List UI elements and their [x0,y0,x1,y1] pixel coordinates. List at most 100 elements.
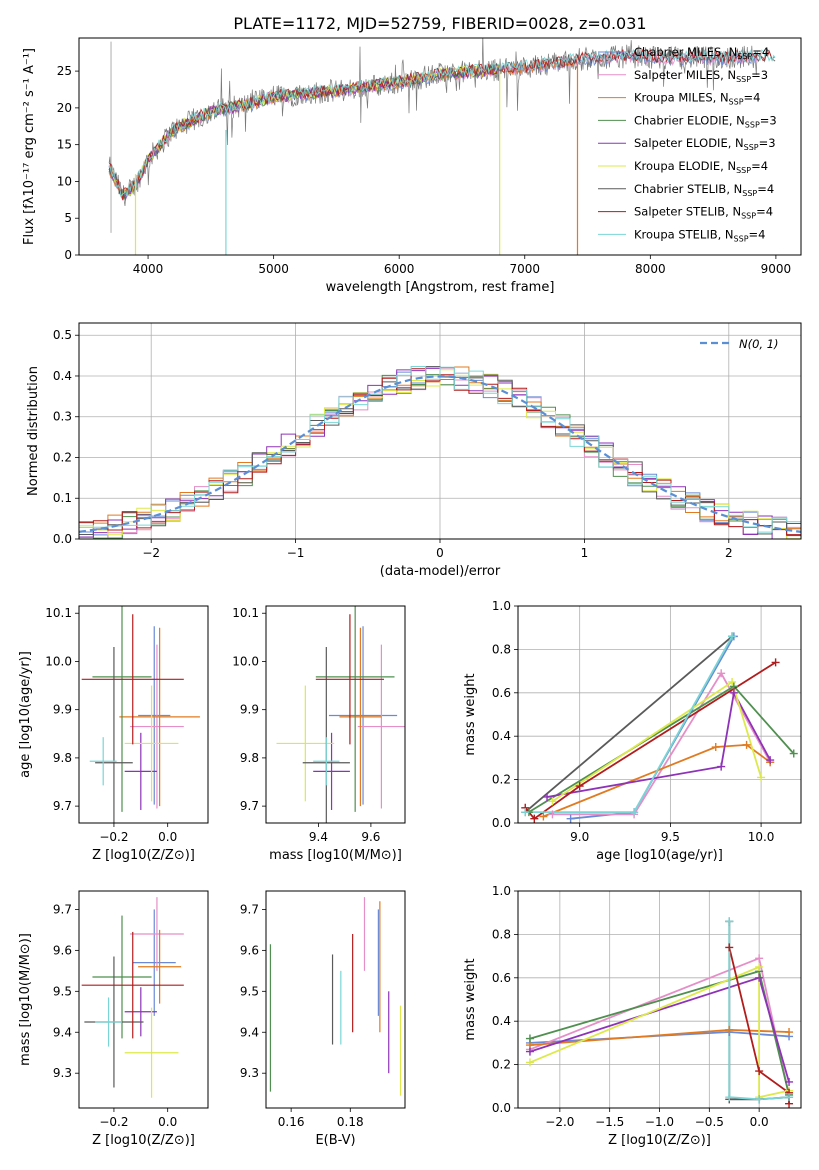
weight-marker-kroupa-stelib [728,632,737,641]
axes-mass_vs_ebv: 0.16 0.18 9.3 9.4 9.5 9.6 9.7 E(B-V) [240,890,406,1148]
y-tick-label: 0.2 [492,773,511,787]
x-tick-label: 0.18 [337,1115,364,1129]
y-tick-label: 0.2 [492,1058,511,1072]
x-tick-label: 0.16 [278,1115,305,1129]
y-tick-label: 1.0 [492,599,511,613]
weight-marker-salpeter-elodie [785,1077,794,1086]
weight-marker-kroupa-miles [742,740,751,749]
y-tick-label: 0.4 [492,1014,511,1028]
x-tick-label: 0 [436,546,444,560]
weight-marker-chabrier-elodie [789,749,798,758]
weight-line-chabrier-stelib [524,635,733,813]
y-tick-label: 0.4 [53,369,72,383]
legend-value: =3 [760,113,777,127]
x-tick-label: 9000 [761,262,792,276]
x-tick-label: 5000 [258,262,289,276]
x-tick-label: 9.5 [661,830,680,844]
y-tick-label: 1.0 [492,884,511,898]
weight-marker-salpeter-elodie [525,1047,534,1056]
y-tick-label: 9.9 [240,703,259,717]
y-tick-label: 10.1 [232,606,259,620]
weight-marker-salpeter-stelib [771,658,780,667]
weight-line-kroupa-stelib [728,921,790,1101]
y-tick-label: 9.3 [53,1066,72,1080]
x-axis-label: wavelength [Angstrom, rest frame] [326,280,555,295]
weight-marker-kroupa-stelib [785,1093,794,1102]
y-tick-label: 9.5 [53,984,72,998]
axes-age_vs_mass: 9.4 9.6 9.7 9.8 9.9 10.0 10.1 mass [log10(M/M⊙)… [232,605,406,863]
weight-line-kroupa-elodie [529,965,790,1099]
weight-line-salpeter-stelib [524,661,777,820]
legend-subscript: SSP [736,166,751,175]
legend-value: =4 [744,91,761,105]
y-tick-label: 9.9 [53,703,72,717]
y-axis-label: age [log10(age/yr)] [18,651,33,778]
plot-area-residuals [79,366,801,539]
weight-marker-kroupa-stelib [521,808,530,817]
legend-subscript: SSP [744,143,759,152]
legend-value: =3 [759,136,776,150]
plot-area-mass_vs_Z [81,897,184,1098]
plot-area-age_vs_mass [276,606,405,823]
y-tick-label: 9.6 [240,943,259,957]
legend-label-chabrier-miles-n-ssp-4: Chabrier MILES, NSSP=4 [634,45,769,61]
figure-title: PLATE=1172, MJD=52759, FIBERID=0028, z=0… [233,14,646,33]
y-tick-label: 15 [57,138,72,152]
y-tick-label: 9.8 [240,751,259,765]
weight-marker-salpeter-elodie [729,688,738,697]
y-tick-label: 0.6 [492,686,511,700]
x-tick-label: −2 [142,546,160,560]
weight-marker-salpeter-miles [548,810,557,819]
x-tick-label: −0.2 [99,830,128,844]
y-tick-label: 9.5 [240,984,259,998]
legend-label-salpeter-miles-n-ssp-3: Salpeter MILES, NSSP=3 [634,68,768,84]
weight-marker-kroupa-stelib [725,917,734,926]
weight-marker-chabrier-elodie [525,1034,534,1043]
legend-label-kroupa-stelib-n-ssp-4: Kroupa STELIB, NSSP=4 [634,227,765,243]
weight-marker-kroupa-miles [711,743,720,752]
axes-frame [517,890,802,1109]
y-tick-label: 9.7 [53,799,72,813]
charts-container: 4000 5000 6000 7000 8000 90000510152025wavele… [18,37,802,1148]
legend-value: =4 [756,205,773,219]
y-tick-label: 0.1 [53,491,72,505]
weight-marker-chabrier-miles [566,814,575,823]
weight-marker-salpeter-elodie [755,973,764,982]
x-axis-label: Z [log10(Z/Z⊙)] [608,1133,711,1148]
x-axis-label: Z [log10(Z/Z⊙)] [92,1133,195,1148]
y-tick-label: 10 [57,174,72,188]
weight-marker-kroupa-miles [785,1028,794,1037]
axes-frame [265,605,406,824]
y-tick-label: 0.2 [53,450,72,464]
x-tick-label: 7000 [509,262,540,276]
weight-marker-kroupa-stelib [630,808,639,817]
x-axis-label: Z [log10(Z/Z⊙)] [92,848,195,863]
x-tick-label: 0.0 [158,1115,177,1129]
weight-marker-kroupa-miles [725,1025,734,1034]
y-tick-label: 9.7 [53,902,72,916]
axes-frame [78,37,802,256]
y-tick-label: 0.0 [492,816,511,830]
axes-frame [78,322,802,540]
legend-label-chabrier-stelib-n-ssp-4: Chabrier STELIB, NSSP=4 [634,182,774,198]
normal-curve [79,375,801,533]
legend-value: =3 [751,68,768,82]
y-tick-label: 9.8 [53,751,72,765]
x-tick-label: −1.5 [595,1115,624,1129]
y-tick-label: 5 [64,211,72,225]
histogram-kroupa-stelib [79,366,801,533]
x-axis-label: mass [log10(M/M⊙)] [269,848,402,863]
legend-value: =4 [752,45,769,59]
legend-subscript: SSP [734,234,749,243]
y-tick-label: 10.0 [45,654,72,668]
axes-weight_vs_Z: −2.0 −1.5 −1.0 −0.5 0.0 0.0 0.2 0.4 0.6 0.8 1.0 Z [… [463,884,802,1148]
y-tick-label: 10.0 [232,654,259,668]
weight-marker-kroupa-elodie [757,773,766,782]
weight-marker-salpeter-elodie [717,762,726,771]
weight-marker-salpeter-elodie [766,756,775,765]
y-tick-label: 9.7 [240,799,259,813]
y-axis-label: mass [log10(M/M⊙)] [18,933,33,1066]
x-tick-label: 0.0 [158,830,177,844]
y-axis-label: Flux [fλ10⁻¹⁷ erg cm⁻² s⁻¹ A⁻¹] [22,48,37,245]
axes-frame [78,890,209,1109]
